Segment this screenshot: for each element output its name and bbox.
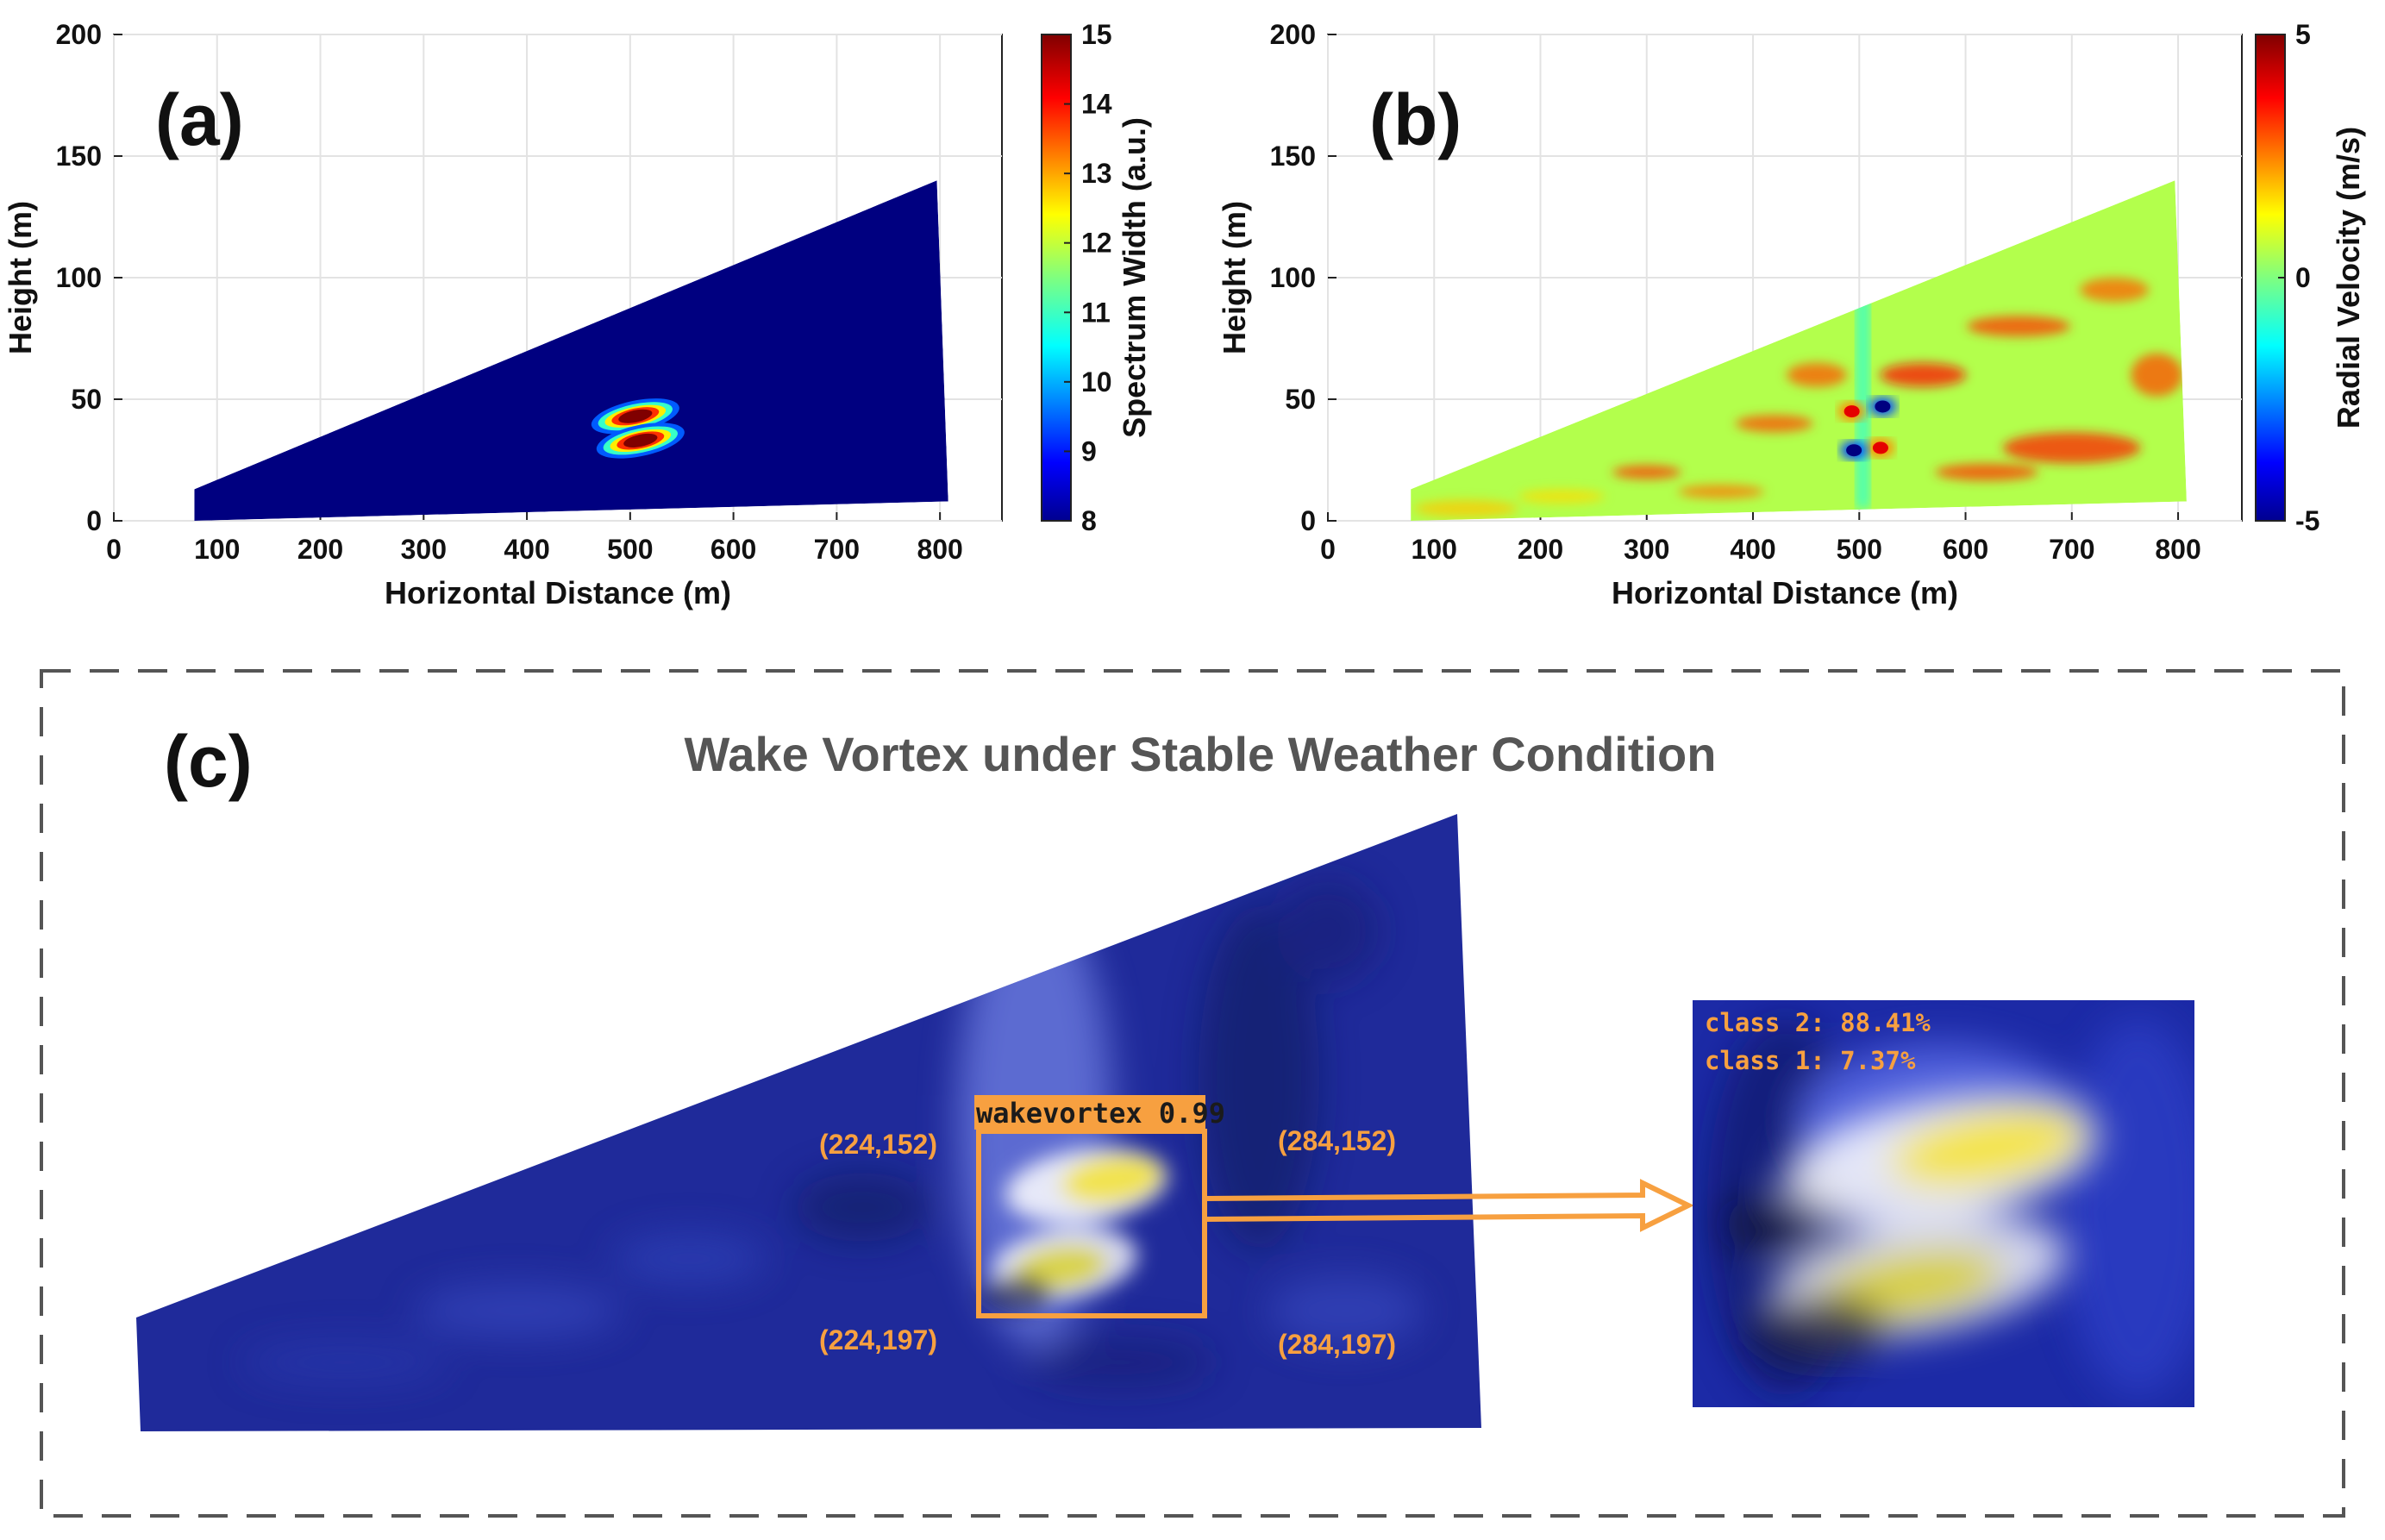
panel-c-title: Wake Vortex under Stable Weather Conditi…: [685, 727, 1717, 781]
y-tick-label: 0: [86, 505, 102, 536]
panel-a-colorbar-ticks: 8 9 10 11 12 13 14 15: [1064, 19, 1112, 536]
velocity-patch: [1518, 489, 1606, 504]
x-tick-label: 700: [814, 534, 860, 565]
panel-b-colorbar-ticks: -5 0 5: [2278, 19, 2319, 536]
y-tick-label: 200: [56, 19, 102, 50]
panel-b-letter: (b): [1369, 79, 1462, 160]
velocity-patch: [1735, 415, 1813, 433]
detection-label: wakevortex 0.99: [976, 1097, 1225, 1130]
x-tick-label: 200: [297, 534, 343, 565]
y-tick-label: 0: [1300, 505, 1316, 536]
panel-a-tick-labels: 0 100 200 300 400 500 600 700 800 0 50 100 150 200: [56, 19, 963, 565]
velocity-patch: [1612, 465, 1681, 479]
panel-c-detection: (c) Wake Vortex under Stable Weather Con…: [40, 669, 2345, 1518]
x-tick-label: 100: [1412, 534, 1457, 565]
x-tick-label: 0: [1320, 534, 1336, 565]
x-tick-label: 400: [504, 534, 549, 565]
x-tick-label: 700: [2049, 534, 2094, 565]
velocity-patch: [2002, 432, 2141, 464]
panel-a-colorbar: [1041, 34, 1072, 522]
panel-a-x-axis-label: Horizontal Distance (m): [385, 575, 731, 610]
x-tick-label: 500: [1837, 534, 1882, 565]
x-tick-label: 500: [607, 534, 653, 565]
corner-top-left: (224,152): [819, 1129, 937, 1160]
corner-bottom-right: (284,197): [1278, 1329, 1396, 1360]
panel-b-tick-labels: 0 100 200 300 400 500 600 700 800 0 50 100 150 200: [1270, 19, 2201, 565]
y-tick-label: 50: [1285, 384, 1316, 415]
y-tick-label: 150: [56, 141, 102, 172]
colorbar-tick-label: 0: [2295, 262, 2311, 293]
x-tick-label: 400: [1730, 534, 1775, 565]
x-tick-label: 100: [194, 534, 240, 565]
panel-b-x-axis-label: Horizontal Distance (m): [1612, 575, 1958, 610]
panel-a-colorbar-label: Spectrum Width (a.u.): [1117, 117, 1152, 438]
colorbar-tick-label: 5: [2295, 19, 2311, 50]
x-tick-label: 600: [710, 534, 756, 565]
y-tick-label: 100: [56, 262, 102, 293]
class-1-score: class 1: 7.37%: [1705, 1046, 1916, 1075]
panel-c-dashed-frame: [40, 669, 2345, 1518]
x-tick-label: 300: [1624, 534, 1669, 565]
panel-a-letter: (a): [155, 79, 244, 160]
corner-top-right: (284,152): [1278, 1125, 1396, 1156]
x-tick-label: 300: [401, 534, 447, 565]
panel-b-vortex-features: [1837, 397, 1897, 460]
x-tick-label: 200: [1518, 534, 1563, 565]
panel-a-vortex-features: [591, 398, 685, 459]
colorbar-tick-label: 12: [1081, 228, 1112, 259]
detection-label-background: [974, 1095, 1205, 1130]
panel-b-velocity-texture: [1414, 278, 2183, 517]
y-tick-label: 100: [1270, 262, 1316, 293]
velocity-patch: [1935, 463, 2039, 481]
zoom-arrow: [1202, 1179, 1694, 1232]
colorbar-tick-label: -5: [2295, 505, 2319, 536]
colorbar-tick-label: 8: [1081, 505, 1097, 536]
vortex-core: [618, 409, 653, 423]
colorbar-tick-label: 15: [1081, 19, 1112, 50]
class-2-score: class 2: 88.41%: [1705, 1008, 1931, 1037]
detection-bounding-box: [976, 1129, 1207, 1318]
panel-a-chart: 0 100 200 300 400 500 600 700 800 0 50 100 150 200 Ho…: [3, 19, 1152, 610]
corner-bottom-left: (224,197): [819, 1324, 937, 1355]
x-tick-label: 800: [2155, 534, 2200, 565]
x-tick-label: 0: [106, 534, 122, 565]
y-tick-label: 200: [1270, 19, 1316, 50]
colorbar-tick-label: 10: [1081, 366, 1112, 398]
panel-b-scan-region: [1411, 180, 2187, 521]
velocity-texture-group: [1414, 278, 2183, 517]
velocity-patch: [1786, 362, 1847, 387]
y-tick-label: 50: [71, 384, 102, 415]
vortex-lobe-core: [1846, 444, 1862, 457]
vortex-lobe-core: [1875, 400, 1891, 413]
velocity-patch: [2080, 278, 2150, 303]
y-tick-label: 150: [1270, 141, 1316, 172]
colorbar-tick-label: 9: [1081, 435, 1097, 466]
panel-c-letter: (c): [164, 721, 253, 802]
vortex-lobe-core: [1872, 441, 1888, 454]
panel-a-y-axis-label: Height (m): [3, 201, 38, 354]
x-tick-label: 600: [1943, 534, 1988, 565]
velocity-patch: [1967, 316, 2071, 337]
vortex-lobe-core: [1844, 405, 1860, 418]
zoomed-crop: class 2: 88.41% class 1: 7.37%: [1693, 1000, 2194, 1407]
colorbar-tick-label: 11: [1081, 297, 1111, 328]
colorbar-tick-label: 14: [1081, 89, 1112, 120]
velocity-patch: [2131, 353, 2183, 397]
panel-a-scan-region: [194, 180, 948, 521]
colorbar-tick-label: 13: [1081, 158, 1112, 189]
panel-b-colorbar-label: Radial Velocity (m/s): [2331, 127, 2366, 429]
panel-b-y-axis-label: Height (m): [1217, 201, 1252, 354]
vortex-core: [623, 433, 658, 448]
detection-box: wakevortex 0.99: [974, 1095, 1225, 1318]
velocity-patch: [1678, 485, 1765, 499]
velocity-stripe: [1856, 278, 1870, 509]
velocity-patch: [1880, 362, 1967, 387]
velocity-patch: [1414, 499, 1518, 517]
x-tick-label: 800: [917, 534, 962, 565]
